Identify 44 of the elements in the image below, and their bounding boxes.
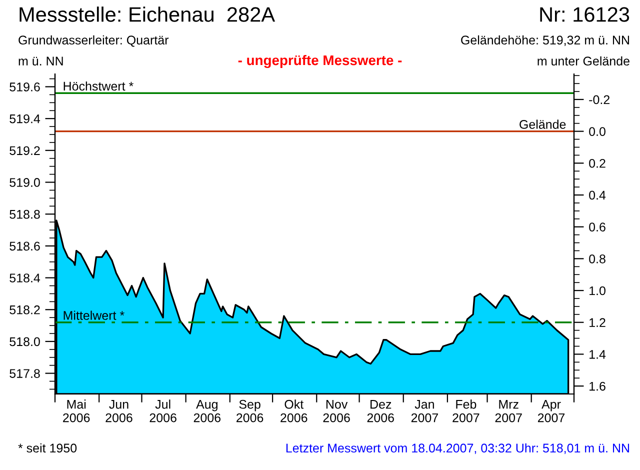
ref-line-label: Höchstwert * (64, 81, 134, 91)
text: - ungeprüfte Messwerte - (238, 54, 402, 68)
chart-title: Messstelle: Eichenau 282A (20, 6, 276, 22)
x-tick-label: Mai 2006 (63, 400, 90, 422)
y2-tick-label: 0.2 (589, 158, 606, 168)
y2-tick-label: 1.6 (590, 382, 606, 391)
y-tick-label: 519.0 (10, 178, 40, 187)
y-tick-label: 519.6 (10, 82, 40, 92)
text: Geländehöhe: 519,32 m ü. NN (461, 35, 629, 46)
y2-tick-label: 0.6 (589, 222, 606, 232)
y2-tick-label: 0.4 (589, 190, 606, 200)
y-tick-label: 518.8 (10, 210, 40, 219)
x-tick-label: Dez 2006 (367, 400, 394, 422)
y-axis-title: m ü. NN (18, 56, 63, 66)
ref-line-label: Mittelwert * (64, 310, 124, 320)
x-tick-label: Okt 2006 (280, 400, 308, 422)
x-tick-label: Jan 2007 (411, 400, 438, 422)
x-tick-label: Jun 2006 (106, 400, 132, 422)
x-tick-label: Jul 2006 (150, 400, 176, 422)
text: * seit 1950 (18, 443, 77, 453)
x-tick-label: Feb 2007 (452, 400, 480, 422)
x-tick-label: Mrz 2007 (495, 400, 522, 422)
ref-line-label: Gelände (520, 120, 566, 129)
chart-subtitle: Grundwasserleiter: Quartär (18, 35, 169, 47)
y2-tick-label: 0.0 (589, 127, 606, 136)
y-tick-label: 519.2 (10, 146, 40, 156)
y2-tick-label: 1.0 (590, 286, 606, 296)
x-tick-label: Apr 2007 (538, 400, 565, 422)
y-tick-label: 519.4 (10, 114, 40, 124)
x-tick-label: Aug 2006 (194, 400, 220, 422)
y2-tick-label: 0.8 (589, 254, 606, 264)
y2-tick-label: -0.2 (589, 95, 610, 104)
y2-tick-label: 1.4 (590, 350, 606, 359)
y-tick-label: 518.4 (10, 274, 40, 282)
text: Letzter Messwert vom 18.04.2007, 03:32 Uhr: 518,01 m ü. NN (286, 443, 630, 454)
x-tick-label: Sep 2006 (236, 400, 264, 422)
y2-axis-title: m unter Gelände (538, 56, 630, 66)
y2-tick-label: 1.2 (590, 318, 606, 327)
y-tick-label: 517.8 (10, 369, 40, 378)
y-tick-label: 518.2 (10, 305, 40, 314)
y-tick-label: 518.6 (10, 242, 40, 251)
text: Nr: 16123 (540, 7, 630, 22)
x-tick-label: Nov 2006 (323, 400, 350, 422)
y-tick-label: 518.0 (10, 337, 40, 346)
